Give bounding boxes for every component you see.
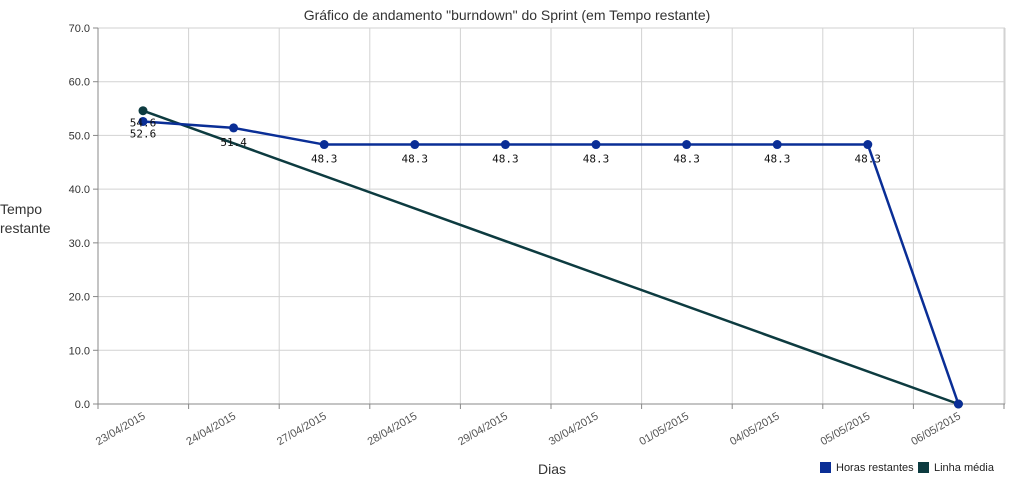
- data-label-horas-restantes: 48.3: [673, 153, 700, 166]
- x-tick-label: 29/04/2015: [456, 410, 510, 448]
- y-tick-label: 30.0: [69, 238, 90, 250]
- data-label-horas-restantes: 48.3: [764, 153, 791, 166]
- legend-swatch-horas-restantes: [820, 462, 831, 473]
- data-point-horas-restantes: [138, 116, 148, 126]
- x-tick-label: 27/04/2015: [275, 410, 329, 448]
- y-tick-label: 70.0: [69, 23, 90, 35]
- x-tick-label: 24/04/2015: [184, 410, 238, 448]
- data-point-linha-media: [138, 106, 148, 116]
- x-axis-title: Dias: [538, 461, 566, 477]
- data-point-horas-restantes: [500, 140, 510, 150]
- data-point-horas-restantes: [319, 140, 329, 150]
- data-label-horas-restantes: 48.3: [855, 153, 882, 166]
- data-labels: 52.6 51.4 48.3 48.3 48.3 48.3 48.3 48.3 48.3 54.6: [130, 117, 881, 166]
- y-tick-label: 60.0: [69, 77, 90, 89]
- x-tick-label: 06/05/2015: [909, 410, 963, 448]
- series-line-horas-restantes: [142, 120, 960, 405]
- data-point-horas-restantes: [953, 399, 963, 409]
- chart-title: Gráfico de andamento "burndown" do Sprin…: [304, 7, 711, 23]
- x-tick-label: 01/05/2015: [637, 410, 691, 448]
- data-label-horas-restantes: 51.4: [220, 136, 247, 149]
- data-label-horas-restantes: 48.3: [583, 153, 610, 166]
- y-tick-label: 10.0: [69, 345, 90, 357]
- series-line-linha-media: [142, 109, 959, 406]
- y-tick-label: 20.0: [69, 292, 90, 304]
- series-layer: [138, 106, 963, 409]
- legend-label-horas-restantes: Horas restantes: [836, 462, 914, 474]
- data-point-horas-restantes: [772, 140, 782, 150]
- axes: 0.0 10.0 20.0 30.0 40.0 50.0 60.0 70.0 23/04/201…: [69, 23, 1005, 448]
- grid: [98, 27, 1006, 405]
- x-tick-label: 30/04/2015: [547, 410, 601, 448]
- legend-label-linha-media: Linha média: [934, 462, 995, 474]
- data-point-horas-restantes: [229, 123, 239, 133]
- y-tick-label: 40.0: [69, 184, 90, 196]
- y-tick-label: 0.0: [75, 399, 90, 411]
- data-point-horas-restantes: [591, 140, 601, 150]
- y-axis-title-line2: restante: [0, 220, 51, 236]
- data-label-horas-restantes: 48.3: [311, 153, 338, 166]
- data-label-horas-restantes: 48.3: [492, 153, 519, 166]
- data-point-horas-restantes: [410, 140, 420, 150]
- x-tick-label: 23/04/2015: [94, 410, 148, 448]
- data-point-horas-restantes: [682, 140, 692, 150]
- data-label-horas-restantes: 52.6: [130, 127, 157, 140]
- data-label-horas-restantes: 48.3: [402, 153, 429, 166]
- legend-swatch-linha-media: [918, 462, 929, 473]
- y-axis-title-line1: Tempo: [0, 201, 42, 217]
- legend: Horas restantes Linha média: [820, 462, 995, 474]
- x-tick-label: 04/05/2015: [728, 410, 782, 448]
- y-tick-label: 50.0: [69, 130, 90, 142]
- data-label-linha-media: 54.6: [130, 117, 157, 130]
- data-point-horas-restantes: [863, 140, 873, 150]
- x-tick-label: 28/04/2015: [366, 410, 420, 448]
- x-tick-label: 05/05/2015: [819, 410, 873, 448]
